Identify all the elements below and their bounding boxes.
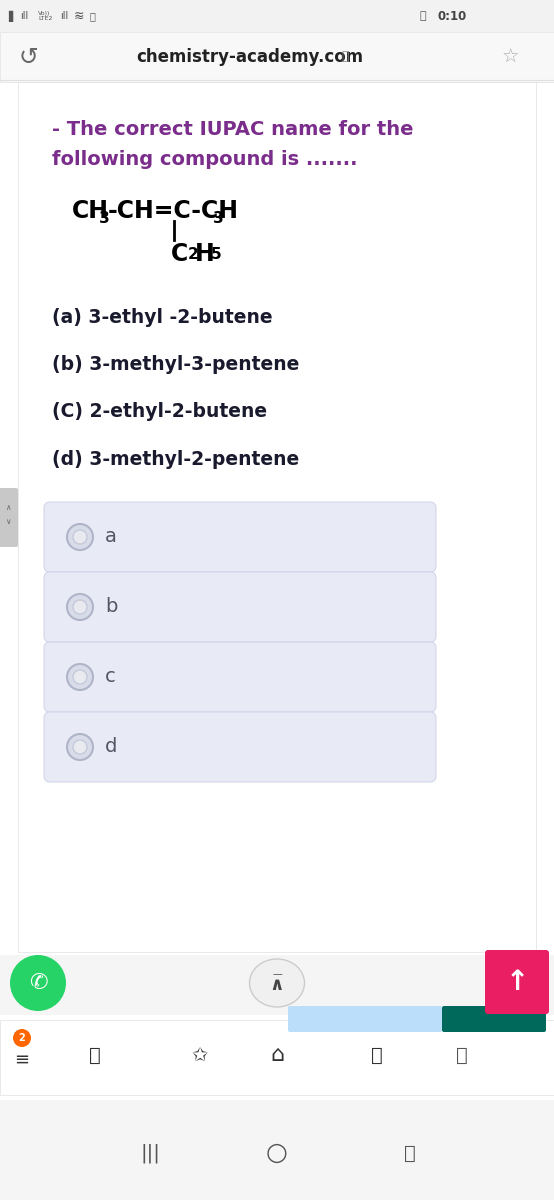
Text: 5: 5	[211, 247, 222, 262]
Text: b: b	[105, 598, 117, 617]
Text: following compound is .......: following compound is .......	[52, 150, 357, 169]
Text: 🔒: 🔒	[341, 50, 349, 64]
FancyBboxPatch shape	[0, 955, 554, 1015]
Text: ıll: ıll	[60, 11, 68, 20]
Circle shape	[73, 600, 87, 614]
Text: (C) 2-ethyl-2-butene: (C) 2-ethyl-2-butene	[52, 402, 267, 421]
Circle shape	[67, 734, 93, 760]
Text: ⬜: ⬜	[89, 1045, 101, 1064]
Text: (d) 3-methyl-2-pentene: (d) 3-methyl-2-pentene	[52, 450, 299, 469]
Text: 〈: 〈	[371, 1045, 383, 1064]
Text: ○: ○	[266, 1141, 288, 1165]
Circle shape	[67, 664, 93, 690]
Text: 〉: 〉	[456, 1045, 468, 1064]
Circle shape	[73, 670, 87, 684]
FancyBboxPatch shape	[44, 502, 436, 572]
FancyBboxPatch shape	[44, 572, 436, 642]
Text: ≡: ≡	[14, 1051, 29, 1069]
FancyBboxPatch shape	[0, 1020, 554, 1094]
FancyBboxPatch shape	[44, 642, 436, 712]
Text: ≋: ≋	[74, 10, 85, 23]
Text: 3: 3	[99, 211, 110, 226]
Text: ↑: ↑	[505, 968, 529, 996]
Text: ✩: ✩	[192, 1045, 208, 1064]
Text: ∧: ∧	[270, 976, 284, 994]
Text: ▌: ▌	[8, 11, 17, 22]
Text: 〉: 〉	[404, 1144, 416, 1163]
Text: ıll: ıll	[20, 11, 28, 20]
Circle shape	[13, 1028, 31, 1046]
Text: |||: |||	[140, 1144, 160, 1163]
Text: ☆: ☆	[501, 48, 519, 66]
Text: 0:10: 0:10	[438, 10, 467, 23]
Text: ↺: ↺	[18, 44, 38, 68]
Text: c: c	[105, 667, 116, 686]
Text: 🖼: 🖼	[420, 11, 427, 20]
Circle shape	[10, 955, 66, 1010]
FancyBboxPatch shape	[0, 0, 554, 32]
Text: 🕐: 🕐	[90, 11, 96, 20]
Text: 2: 2	[188, 247, 199, 262]
FancyBboxPatch shape	[18, 82, 536, 952]
FancyBboxPatch shape	[44, 712, 436, 782]
Text: 3: 3	[213, 211, 224, 226]
Circle shape	[73, 530, 87, 544]
Text: CH: CH	[72, 199, 109, 223]
FancyBboxPatch shape	[442, 1006, 546, 1032]
Text: 2: 2	[19, 1033, 25, 1043]
Circle shape	[73, 740, 87, 754]
FancyBboxPatch shape	[0, 32, 554, 82]
Text: —: —	[272, 970, 282, 979]
Ellipse shape	[249, 959, 305, 1007]
Text: C: C	[171, 242, 188, 266]
Text: Vo))
LTE2: Vo)) LTE2	[38, 11, 53, 22]
Text: ∨: ∨	[5, 517, 11, 527]
Circle shape	[67, 524, 93, 550]
Text: - The correct IUPAC name for the: - The correct IUPAC name for the	[52, 120, 413, 139]
Text: -CH=C-CH: -CH=C-CH	[108, 199, 239, 223]
Text: d: d	[105, 738, 117, 756]
Text: (a) 3-ethyl -2-butene: (a) 3-ethyl -2-butene	[52, 308, 273, 326]
Text: H: H	[195, 242, 215, 266]
Text: ∧: ∧	[5, 503, 11, 511]
Text: chemistry-academy.com: chemistry-academy.com	[136, 48, 363, 66]
Text: ✆: ✆	[29, 973, 47, 994]
Text: ⌂: ⌂	[270, 1045, 284, 1066]
FancyBboxPatch shape	[0, 488, 18, 547]
FancyBboxPatch shape	[0, 1100, 554, 1200]
Text: (b) 3-methyl-3-pentene: (b) 3-methyl-3-pentene	[52, 355, 299, 374]
FancyBboxPatch shape	[485, 950, 549, 1014]
Text: a: a	[105, 528, 117, 546]
Circle shape	[67, 594, 93, 620]
FancyBboxPatch shape	[288, 1006, 442, 1032]
